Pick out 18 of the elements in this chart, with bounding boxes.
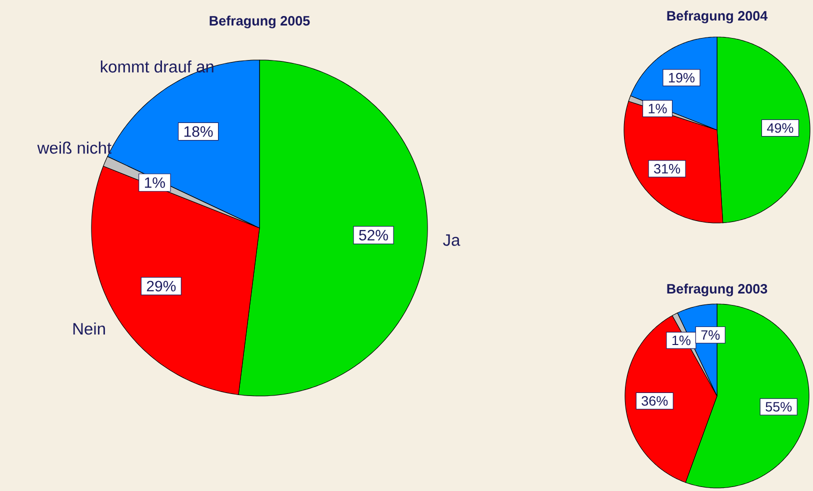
chart-title: Befragung 2004 <box>667 10 768 24</box>
slice-label: weiß nicht <box>37 142 112 154</box>
data-label: 52% <box>359 230 388 240</box>
data-label: 55% <box>766 402 792 412</box>
data-label: 49% <box>767 123 794 133</box>
data-label: 7% <box>701 330 720 340</box>
data-label: 1% <box>672 336 690 346</box>
chart-title: Befragung 2003 <box>667 284 768 296</box>
data-label: 31% <box>654 164 680 174</box>
data-label: 36% <box>642 396 668 406</box>
data-label: 19% <box>668 72 694 82</box>
slice-label: Nein <box>73 322 105 335</box>
data-label: 1% <box>144 177 165 188</box>
data-label: 29% <box>146 280 176 292</box>
chart-title: Befragung 2005 <box>210 16 310 28</box>
data-label: 18% <box>184 126 213 137</box>
slice-label: Ja <box>443 234 460 246</box>
data-label: 1% <box>648 104 667 114</box>
